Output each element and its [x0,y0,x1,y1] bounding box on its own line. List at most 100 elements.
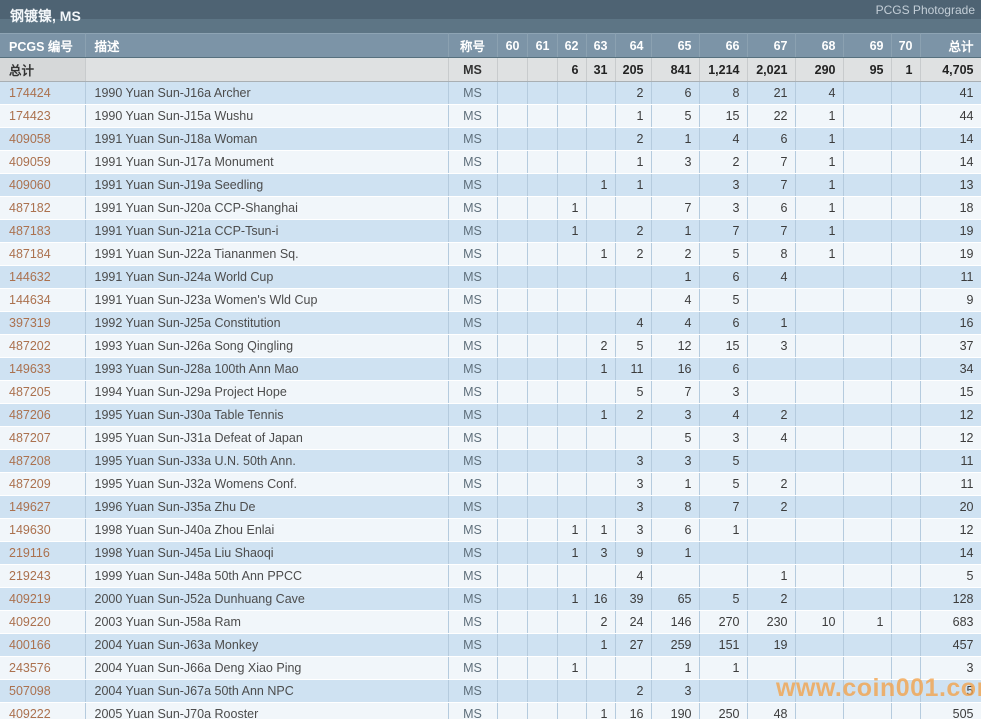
pcgs-number-link[interactable]: 409219 [0,587,86,611]
pcgs-number-link[interactable]: 144634 [0,288,86,312]
pcgs-number-link[interactable]: 409222 [0,702,86,719]
designation-cell: MS [448,127,498,151]
grade-count-cell [891,265,921,289]
pcgs-number-link[interactable]: 487183 [0,219,86,243]
grade-count-cell [557,449,587,473]
designation-cell: MS [448,541,498,565]
grade-count-cell [527,81,558,105]
designation-cell: MS [448,150,498,174]
header-pcgs-number: PCGS 编号 [0,33,86,58]
pcgs-number-link[interactable]: 149630 [0,518,86,542]
grade-count-cell [891,633,921,657]
total-cell: 3 [920,656,981,680]
pcgs-number-link[interactable]: 487202 [0,334,86,358]
grade-count-cell [497,656,528,680]
grade-count-cell: 1 [699,656,748,680]
total-cell: 505 [920,702,981,719]
pcgs-number-link[interactable]: 397319 [0,311,86,335]
grade-count-cell: 5 [699,242,748,266]
grade-count-cell: 2 [615,219,652,243]
pcgs-number-link[interactable]: 487208 [0,449,86,473]
grade-count-cell [497,403,528,427]
pcgs-number-link[interactable]: 409060 [0,173,86,197]
grade-count-cell [557,265,587,289]
total-cell: 9 [920,288,981,312]
grade-count-cell [795,495,844,519]
grade-count-cell [747,380,796,404]
grade-count-cell [891,541,921,565]
grade-count-cell [527,219,558,243]
header-description: 描述 [85,33,449,58]
summary-total: 4,705 [920,57,981,82]
pcgs-number-link[interactable]: 409058 [0,127,86,151]
grade-count-cell [497,564,528,588]
grade-count-cell [497,334,528,358]
header-row: PCGS 编号 描述 称号 60 61 62 63 64 65 66 67 68… [0,33,981,58]
grade-count-cell [497,380,528,404]
grade-count-cell [615,426,652,450]
photograde-link[interactable]: PCGS Photograde [875,3,975,17]
grade-count-cell: 146 [651,610,700,634]
pcgs-number-link[interactable]: 400166 [0,633,86,657]
total-cell: 20 [920,495,981,519]
coin-description: 2004 Yuan Sun-J66a Deng Xiao Ping [85,656,449,680]
pcgs-number-link[interactable]: 409059 [0,150,86,174]
grade-count-cell: 1 [747,311,796,335]
pcgs-number-link[interactable]: 487184 [0,242,86,266]
grade-count-cell: 3 [651,449,700,473]
pcgs-number-link[interactable]: 219243 [0,564,86,588]
pcgs-number-link[interactable]: 487206 [0,403,86,427]
pcgs-number-link[interactable]: 144632 [0,265,86,289]
grade-count-cell: 3 [615,449,652,473]
grade-count-cell: 190 [651,702,700,719]
pcgs-number-link[interactable]: 219116 [0,541,86,565]
grade-count-cell: 24 [615,610,652,634]
grade-count-cell: 16 [586,587,616,611]
header-designation: 称号 [448,33,498,58]
grade-count-cell [891,679,921,703]
grade-count-cell: 4 [699,403,748,427]
grade-count-cell [557,288,587,312]
grade-count-cell: 1 [557,518,587,542]
designation-cell: MS [448,702,498,719]
pcgs-number-link[interactable]: 507098 [0,679,86,703]
grade-count-cell [497,127,528,151]
designation-cell: MS [448,334,498,358]
grade-count-cell: 5 [651,426,700,450]
grade-count-cell: 2 [586,610,616,634]
grade-count-cell [527,518,558,542]
table-row: 409058 1991 Yuan Sun-J18a Woman MS 2 1 4 6 1 14 [0,127,981,151]
designation-cell: MS [448,633,498,657]
grade-count-cell [497,541,528,565]
grade-count-cell [747,449,796,473]
grade-count-cell: 2 [615,127,652,151]
pcgs-number-link[interactable]: 174423 [0,104,86,128]
grade-count-cell: 1 [795,242,844,266]
grade-count-cell [843,702,892,719]
coin-description: 1993 Yuan Sun-J26a Song Qingling [85,334,449,358]
coin-description: 1990 Yuan Sun-J15a Wushu [85,104,449,128]
table-row: 219116 1998 Yuan Sun-J45a Liu Shaoqi MS 1 3 9… [0,541,981,565]
grade-count-cell [527,587,558,611]
pcgs-number-link[interactable]: 174424 [0,81,86,105]
grade-count-cell [497,81,528,105]
pcgs-number-link[interactable]: 487182 [0,196,86,220]
grade-count-cell: 1 [586,173,616,197]
table-row: 144634 1991 Yuan Sun-J23a Women's Wld Cup… [0,288,981,312]
pcgs-number-link[interactable]: 243576 [0,656,86,680]
grade-count-cell [557,81,587,105]
pcgs-number-link[interactable]: 149633 [0,357,86,381]
grade-count-cell: 1 [557,219,587,243]
pcgs-number-link[interactable]: 487205 [0,380,86,404]
coin-description: 1991 Yuan Sun-J23a Women's Wld Cup [85,288,449,312]
pcgs-number-link[interactable]: 487207 [0,426,86,450]
pcgs-number-link[interactable]: 487209 [0,472,86,496]
summary-grade-65: 841 [651,57,700,82]
grade-count-cell [497,219,528,243]
total-cell: 19 [920,219,981,243]
grade-count-cell [891,518,921,542]
pcgs-number-link[interactable]: 149627 [0,495,86,519]
grade-count-cell [795,679,844,703]
table-header: PCGS 编号 描述 称号 60 61 62 63 64 65 66 67 68… [0,33,981,58]
pcgs-number-link[interactable]: 409220 [0,610,86,634]
